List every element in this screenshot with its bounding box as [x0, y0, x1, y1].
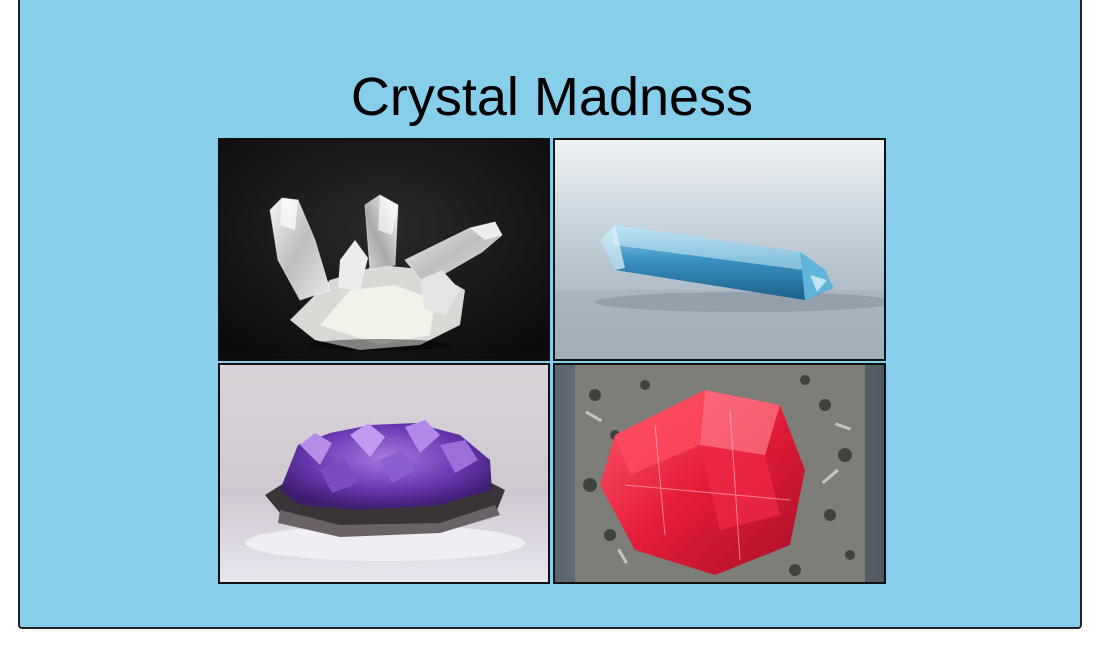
photo-rhodochrosite-crystal: [553, 363, 886, 584]
slide-panel: Crystal Madness: [18, 0, 1082, 629]
photo-aquamarine-point: [553, 138, 886, 361]
photo-amethyst-geode: [218, 363, 550, 584]
photo-quartz-cluster: [218, 138, 550, 361]
slide-title: Crystal Madness: [350, 67, 754, 127]
